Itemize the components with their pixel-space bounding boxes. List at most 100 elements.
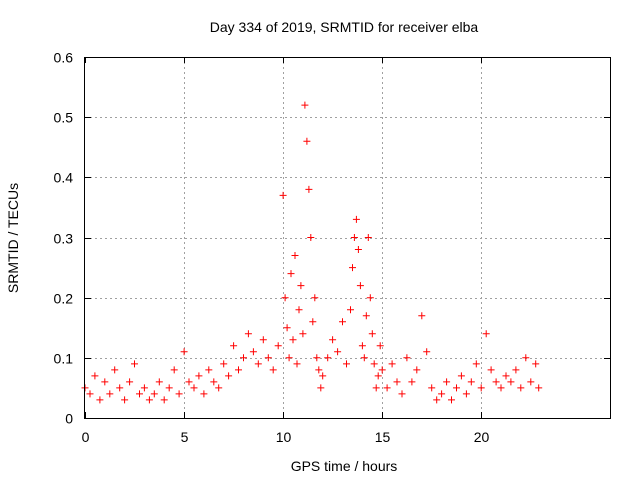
data-point	[383, 384, 391, 392]
data-point	[350, 234, 358, 241]
data-point	[482, 330, 490, 338]
x-tick-label: 0	[82, 429, 90, 445]
data-point	[235, 366, 242, 374]
data-point	[527, 378, 535, 386]
data-point	[522, 354, 530, 362]
data-point	[311, 294, 319, 302]
data-point	[467, 378, 475, 386]
data-point	[249, 348, 257, 356]
data-point	[170, 366, 178, 374]
data-point	[370, 360, 378, 368]
data-point	[287, 270, 295, 278]
x-axis-label: GPS time / hours	[291, 458, 398, 474]
data-point	[374, 372, 382, 380]
data-point	[423, 348, 431, 356]
data-point	[185, 378, 193, 386]
data-point	[301, 101, 309, 109]
y-tick-label: 0.5	[54, 110, 74, 126]
data-point	[136, 390, 143, 398]
data-point	[487, 366, 495, 374]
x-tick-label: 20	[474, 429, 490, 445]
data-point	[462, 390, 470, 398]
data-point	[244, 330, 252, 338]
data-point	[376, 342, 384, 350]
data-point	[91, 372, 99, 380]
data-point	[418, 312, 426, 320]
data-point	[150, 390, 158, 398]
data-point	[329, 336, 337, 344]
data-point	[356, 282, 364, 290]
y-tick-label: 0.6	[54, 50, 74, 66]
data-point	[289, 336, 297, 344]
plot-frame	[84, 57, 611, 419]
data-point	[215, 384, 223, 392]
data-point	[111, 366, 119, 374]
data-point	[175, 390, 183, 398]
data-point	[372, 384, 380, 392]
data-point	[295, 306, 303, 314]
data-point	[299, 330, 307, 338]
data-point	[403, 354, 411, 362]
data-point	[126, 378, 134, 386]
data-point	[362, 312, 370, 320]
x-tick-label: 10	[276, 429, 292, 445]
data-point	[225, 372, 233, 380]
axis-ticks: 0 0.1 0.2 0.3 0.4 0.5 0.6 0 5 10 15 20	[54, 50, 610, 445]
data-point	[240, 354, 247, 362]
y-tick-label: 0.3	[54, 231, 74, 247]
data-point	[121, 396, 129, 404]
data-point	[448, 396, 455, 404]
data-point	[116, 384, 124, 392]
data-point	[155, 378, 163, 386]
data-point	[309, 318, 317, 326]
data-point	[453, 384, 460, 392]
data-point	[101, 378, 109, 386]
data-point	[230, 342, 238, 350]
data-point	[443, 378, 451, 386]
data-points	[81, 101, 543, 404]
data-point	[354, 246, 362, 253]
data-point	[360, 354, 368, 362]
data-point	[140, 384, 148, 392]
data-point	[315, 366, 323, 374]
data-point	[413, 366, 421, 374]
data-point	[254, 360, 262, 368]
data-point	[512, 366, 520, 374]
data-point	[352, 215, 360, 223]
data-point	[106, 390, 114, 398]
data-point	[497, 384, 505, 392]
y-tick-label: 0.1	[54, 351, 74, 367]
data-point	[279, 191, 287, 199]
data-point	[180, 348, 188, 356]
data-point	[319, 372, 327, 380]
data-point	[285, 354, 293, 362]
data-point	[364, 234, 372, 241]
data-point	[131, 360, 138, 368]
data-point	[535, 384, 543, 392]
data-point	[205, 366, 213, 374]
data-point	[210, 378, 218, 386]
data-point	[165, 384, 173, 392]
data-point	[283, 324, 291, 332]
data-point	[378, 366, 386, 374]
data-point	[532, 360, 540, 368]
data-point	[349, 264, 356, 272]
y-tick-label: 0.4	[54, 170, 74, 186]
data-point	[303, 137, 311, 145]
data-point	[291, 252, 299, 259]
grid	[85, 57, 610, 418]
data-point	[438, 390, 446, 398]
data-point	[347, 306, 354, 314]
data-point	[264, 354, 272, 362]
data-point	[281, 294, 289, 302]
data-point	[274, 342, 282, 350]
y-tick-label: 0	[65, 411, 73, 427]
data-point	[324, 354, 332, 362]
data-point	[160, 396, 168, 404]
data-point	[408, 378, 416, 386]
data-point	[200, 390, 208, 398]
y-tick-label: 0.2	[54, 291, 74, 307]
x-tick-label: 15	[375, 429, 391, 445]
data-point	[368, 330, 376, 338]
